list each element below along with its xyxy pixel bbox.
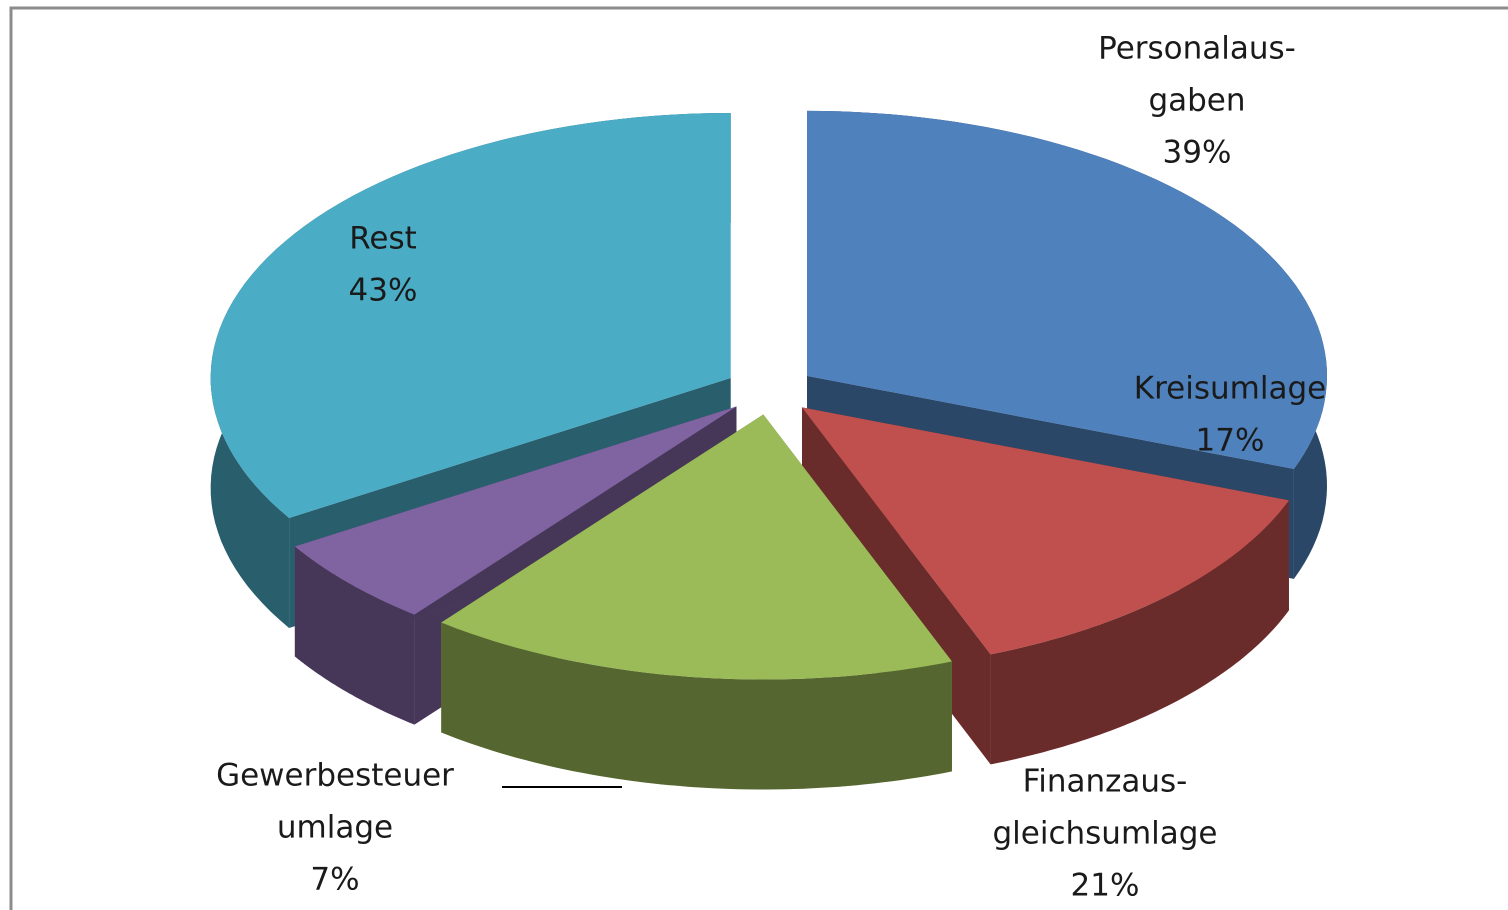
data-label-value: 43% (349, 273, 418, 309)
data-label-category: Finanzaus- (1023, 764, 1188, 800)
slice-side-shade (441, 622, 952, 790)
slice (441, 414, 952, 680)
slice (294, 406, 737, 615)
data-label-category: umlage (277, 810, 393, 846)
slice-side (294, 546, 415, 725)
slice-side (990, 500, 1289, 765)
data-label-category: Gewerbesteuer (216, 758, 454, 794)
slice-side-shade (990, 500, 1289, 765)
data-label-category: Kreisumlage (1134, 371, 1326, 407)
data-label-value: 21% (1071, 868, 1140, 904)
data-label-category: gleichsumlage (992, 816, 1217, 852)
slice-side (441, 622, 952, 790)
data-label-value: 17% (1196, 423, 1265, 459)
data-label-category: gaben (1148, 83, 1245, 119)
data-label-value: 39% (1163, 135, 1232, 171)
data-label-category: Rest (349, 221, 417, 257)
slice (807, 110, 1327, 469)
data-label-value: 7% (310, 862, 359, 898)
slice (210, 113, 731, 518)
slice-side-shade (294, 546, 415, 725)
data-label-category: Personalaus- (1098, 31, 1296, 67)
slice (802, 407, 1289, 655)
